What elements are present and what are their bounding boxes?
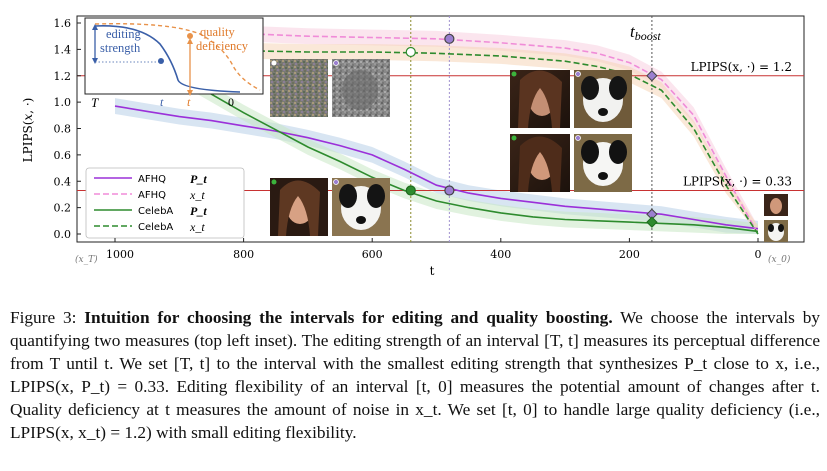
inset-T-label: T (91, 95, 99, 110)
marker-7 (646, 216, 658, 228)
y-tick-label-1: 0.2 (54, 202, 72, 215)
y-tick-label-5: 1.0 (54, 96, 72, 109)
figure-caption: Figure 3: Intuition for choosing the int… (10, 306, 820, 444)
marker-4 (405, 185, 416, 196)
legend-name-3: CelebA (138, 206, 173, 217)
thumb-dog-clean (574, 134, 632, 192)
thumb-woman-clean (510, 134, 570, 192)
legend-name-4: CelebA (138, 222, 173, 233)
marker-3 (646, 70, 658, 82)
legend-symbol-4: x_t (189, 220, 205, 234)
x-tick-label-4: 200 (619, 248, 640, 261)
inset-strength-label: strength (100, 41, 141, 55)
y-tick-label-0: 0.0 (54, 228, 72, 241)
y-tick-label-3: 0.6 (54, 149, 72, 162)
inset-deficiency-label: deficiency (196, 39, 249, 53)
y-tick-label-4: 0.8 (54, 123, 72, 136)
y-tick-label-2: 0.4 (54, 175, 72, 188)
inset-editing-label: editing (106, 27, 141, 41)
thumb-noisy-celeba (270, 59, 328, 117)
thumb-woman-final (764, 194, 788, 216)
legend-name-2: AFHQ (138, 190, 166, 201)
inset-point-orange (187, 33, 193, 39)
x-left-annotation: (x_T) (75, 254, 98, 265)
inset-t-label-orange: t (187, 95, 191, 109)
thumb-noisy-afhq (332, 59, 390, 117)
legend-symbol-1: P_t (190, 172, 207, 186)
thumb-dog-final (764, 220, 788, 242)
y-tick-label-6: 1.2 (54, 70, 72, 83)
y-tick-label-8: 1.6 (54, 17, 72, 30)
thumb-dog-pt (332, 178, 390, 236)
x-tick-label-3: 400 (490, 248, 511, 261)
caption-body: We choose the intervals by quantifying t… (10, 308, 820, 442)
caption-title: Intuition for choosing the intervals for… (84, 308, 613, 327)
legend-name-1: AFHQ (138, 174, 166, 185)
x-tick-label-0: 1000 (106, 248, 134, 261)
marker-2 (444, 33, 455, 44)
thumb-woman-noisy-edited (510, 70, 570, 128)
inset-t-label-blue: t (160, 95, 164, 109)
caption-figure-number: Figure 3: (10, 308, 77, 327)
inset-quality-label: quality (200, 25, 235, 39)
thumb-dog-noisy-edited (574, 70, 632, 128)
thumb-woman-pt (270, 178, 328, 236)
x-tick-label-5: 0 (755, 248, 762, 261)
legend (85, 167, 245, 239)
y-tick-label-7: 1.4 (54, 43, 72, 56)
legend-symbol-3: P_t (190, 204, 207, 218)
hline-label-1: LPIPS(x, ·) = 1.2 (691, 60, 792, 74)
marker-1 (405, 46, 416, 58)
hline-label-2: LPIPS(x, ·) = 0.33 (683, 174, 792, 188)
t-boost-label: tboost (630, 22, 661, 43)
inset-editing-curve (94, 25, 241, 93)
figure: editing strength quality deficiency T t … (21, 15, 805, 278)
y-axis-label: LPIPS(x, ·) (21, 98, 35, 163)
inset-quality-curve (94, 23, 261, 91)
x-tick-label-1: 800 (233, 248, 254, 261)
lpips-chart: editing strength quality deficiency T t … (21, 15, 805, 278)
x-right-annotation: (x_0) (768, 254, 791, 265)
x-tick-label-2: 600 (362, 248, 383, 261)
marker-5 (444, 185, 455, 196)
inset-point-blue (158, 58, 164, 64)
inset-zero-label: 0 (228, 95, 234, 109)
x-axis-label: t (430, 264, 435, 278)
inset-diagram: editing strength quality deficiency (84, 17, 264, 96)
legend-symbol-2: x_t (189, 188, 205, 202)
